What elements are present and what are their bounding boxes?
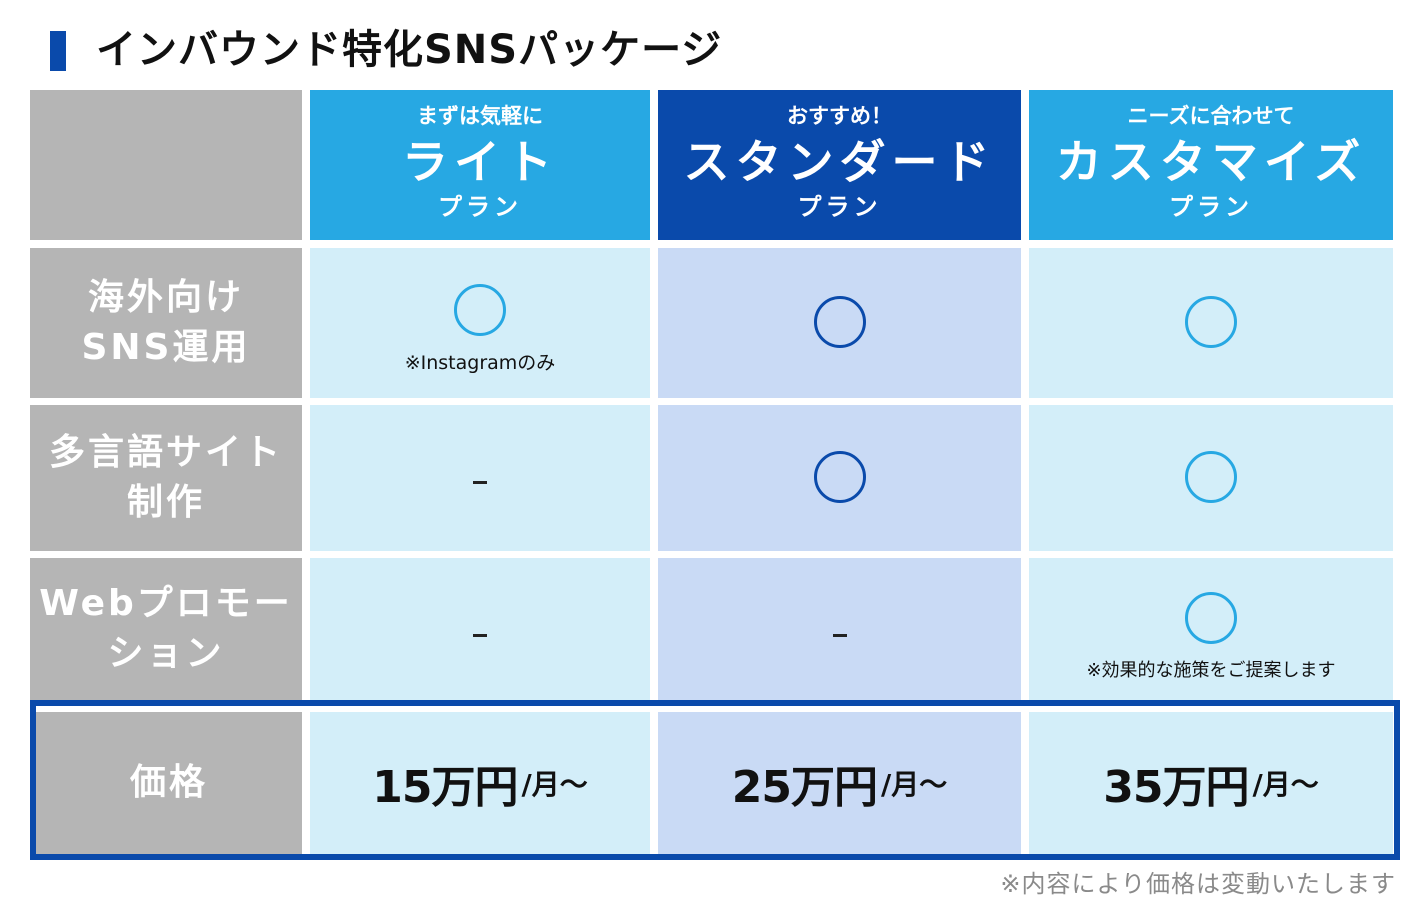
plan-header-name: スタンダード — [683, 135, 996, 189]
available-circle-icon — [1185, 451, 1237, 503]
row-label-line: 価格 — [129, 762, 208, 803]
plan-header-light: まずは気軽に ライト プラン — [310, 90, 650, 240]
price-custom: 35万円 /月〜 — [1029, 712, 1393, 854]
title-accent-bar — [50, 31, 66, 71]
not-included-dash — [473, 634, 487, 637]
cell-light-sns: ※Instagramのみ — [310, 248, 650, 398]
cell-standard-sns — [658, 248, 1021, 398]
cell-note: ※Instagramのみ — [404, 352, 556, 374]
row-label-line: SNS運用 — [81, 327, 251, 368]
available-circle-icon — [813, 451, 866, 503]
not-included-dash — [473, 481, 487, 484]
plan-header-suffix: プラン — [1169, 193, 1253, 221]
plan-header-sub: まずは気軽に — [417, 104, 543, 128]
plan-header-custom: ニーズに合わせて カスタマイズ プラン — [1029, 90, 1393, 240]
row-label-price: 価格 — [36, 712, 302, 854]
plan-header-standard: おすすめ！ スタンダード プラン — [658, 90, 1021, 240]
price-unit: /月〜 — [1252, 768, 1319, 801]
available-circle-icon — [1185, 592, 1237, 644]
not-included-dash — [832, 634, 847, 637]
row-label-line: 制作 — [126, 482, 205, 523]
row-label-line: ション — [107, 633, 225, 674]
row-label-line: Webプロモー — [39, 583, 293, 624]
cell-custom-promotion: ※効果的な施策をご提案します — [1029, 558, 1393, 700]
cell-standard-multilingual — [658, 405, 1021, 551]
plan-header-name: カスタマイズ — [1055, 135, 1367, 189]
plan-header-sub: ニーズに合わせて — [1127, 104, 1295, 128]
plan-header-name: ライト — [402, 135, 558, 189]
page-title: インバウンド特化SNSパッケージ — [96, 27, 723, 73]
row-label-line: 海外向け — [87, 277, 244, 318]
cell-note: ※効果的な施策をご提案します — [1086, 660, 1336, 681]
price-amount: 25万円 — [731, 762, 878, 813]
price-footnote: ※内容により価格は変動いたします — [1000, 870, 1396, 898]
price-amount: 15万円 — [372, 762, 518, 813]
cell-custom-sns — [1029, 248, 1393, 398]
row-label-multilingual: 多言語サイト 制作 — [30, 405, 302, 551]
row-label-sns: 海外向け SNS運用 — [30, 248, 302, 398]
row-label-promotion: Webプロモー ション — [30, 558, 302, 700]
available-circle-icon — [1185, 296, 1237, 348]
plan-header-suffix: プラン — [797, 193, 882, 221]
available-circle-icon — [454, 284, 506, 336]
cell-custom-multilingual — [1029, 405, 1393, 551]
price-amount: 35万円 — [1103, 762, 1249, 813]
cell-light-multilingual — [310, 405, 650, 551]
available-circle-icon — [813, 296, 866, 348]
plan-header-sub: おすすめ！ — [787, 104, 892, 128]
row-label-line: 多言語サイト — [48, 432, 283, 473]
price-unit: /月〜 — [521, 768, 588, 801]
cell-standard-promotion — [658, 558, 1021, 700]
header-corner-cell — [30, 90, 302, 240]
price-standard: 25万円 /月〜 — [658, 712, 1021, 854]
price-light: 15万円 /月〜 — [310, 712, 650, 854]
cell-light-promotion — [310, 558, 650, 700]
plan-header-suffix: プラン — [438, 193, 522, 221]
price-unit: /月〜 — [881, 768, 948, 801]
